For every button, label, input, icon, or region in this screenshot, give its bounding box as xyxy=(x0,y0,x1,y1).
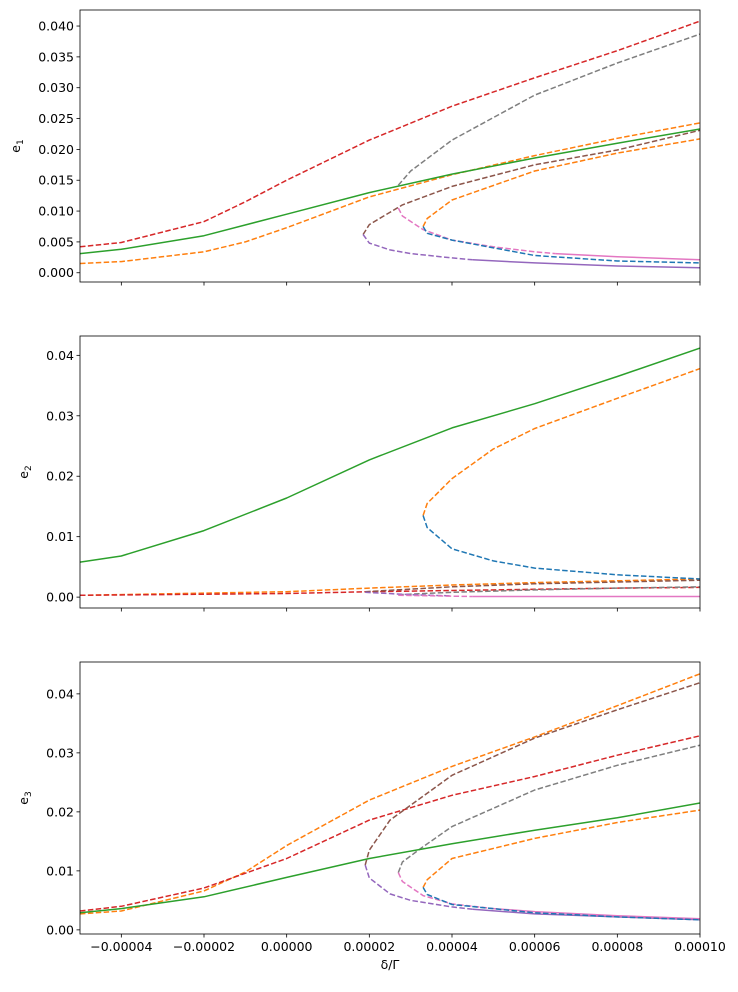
y-tick-label: 0.04 xyxy=(46,686,74,701)
y-label-subscript: 3 xyxy=(24,791,34,797)
y-tick-label: 0.00 xyxy=(46,590,74,605)
y-tick-label: 0.000 xyxy=(38,265,74,280)
series-line-6 xyxy=(397,744,700,873)
y-tick-label: 0.005 xyxy=(38,234,74,249)
y-axis-label: e1 xyxy=(8,139,26,152)
series-line-4 xyxy=(362,129,700,235)
y-label-main: e xyxy=(8,145,23,153)
y-tick-label: 0.010 xyxy=(38,204,74,219)
y-tick-label: 0.01 xyxy=(46,529,74,544)
y-tick-label: 0.02 xyxy=(46,804,74,819)
y-tick-label: 0.030 xyxy=(38,80,74,95)
series-line-7 xyxy=(397,207,556,255)
y-tick-label: 0.01 xyxy=(46,863,74,878)
series-line-11 xyxy=(80,128,700,255)
series-line-10 xyxy=(80,347,700,563)
y-tick-label: 0.040 xyxy=(38,19,74,34)
series-line-2 xyxy=(80,586,700,597)
x-tick-label: −0.00002 xyxy=(173,939,235,954)
y-axis-label: e2 xyxy=(16,465,34,478)
series-line-8 xyxy=(555,252,700,261)
series-line-2 xyxy=(80,735,700,912)
y-tick-label: 0.02 xyxy=(46,469,74,484)
y-tick-label: 0.015 xyxy=(38,173,74,188)
x-tick-label: −0.00004 xyxy=(90,939,152,954)
y-tick-label: 0.04 xyxy=(46,348,74,363)
x-tick-label: 0.00000 xyxy=(261,939,313,954)
series-line-3 xyxy=(365,579,700,593)
series-line-1 xyxy=(80,20,700,248)
y-axis-label: e3 xyxy=(16,791,34,804)
x-tick-label: 0.00008 xyxy=(591,939,643,954)
x-tick-label: 0.00010 xyxy=(674,939,726,954)
series-group xyxy=(80,20,700,269)
series-line-11 xyxy=(80,802,700,914)
y-tick-label: 0.025 xyxy=(38,111,74,126)
series-line-10 xyxy=(422,226,700,264)
x-tick-label: 0.00006 xyxy=(509,939,561,954)
series-line-10 xyxy=(422,887,700,921)
subplot-2: 0.00 0.01 0.02 0.03 0.04 e2 xyxy=(16,335,701,612)
y-tick-label: 0.00 xyxy=(46,922,74,937)
series-line-2 xyxy=(80,122,700,265)
y-tick-label: 0.03 xyxy=(46,408,74,423)
series-line-1 xyxy=(80,578,700,597)
axes-frame xyxy=(79,335,701,609)
series-line-6 xyxy=(472,259,700,269)
series-line-5 xyxy=(362,234,473,261)
axes-frame xyxy=(79,661,701,935)
x-tick-label: 0.00004 xyxy=(426,939,478,954)
y-label-subscript: 2 xyxy=(24,465,34,471)
y-label-main: e xyxy=(16,797,31,805)
series-line-9 xyxy=(422,809,700,888)
series-line-1 xyxy=(80,673,700,915)
series-line-3 xyxy=(364,681,700,866)
y-label-main: e xyxy=(16,471,31,479)
series-group xyxy=(80,673,700,921)
subplot-3: 0.00 0.01 0.02 0.03 0.04 −0.00004 −0.00002 0.00… xyxy=(16,661,726,972)
x-axis-label: δ/Γ xyxy=(381,957,400,972)
series-line-8 xyxy=(422,367,700,516)
series-group xyxy=(80,347,700,598)
series-line-7 xyxy=(397,872,494,910)
series-line-6 xyxy=(398,594,473,598)
x-tick-label: 0.00002 xyxy=(343,939,395,954)
series-line-9 xyxy=(422,138,700,227)
y-tick-label: 0.020 xyxy=(38,142,74,157)
series-line-9 xyxy=(422,515,700,580)
axes-frame xyxy=(79,9,701,283)
y-tick-label: 0.035 xyxy=(38,49,74,64)
series-line-4 xyxy=(398,586,700,596)
y-label-subscript: 1 xyxy=(16,139,26,145)
series-line-4 xyxy=(364,864,473,910)
y-tick-label: 0.03 xyxy=(46,745,74,760)
subplot-1: 0.000 0.005 0.010 0.015 0.020 0.025 0.030 0.035… xyxy=(8,9,701,286)
